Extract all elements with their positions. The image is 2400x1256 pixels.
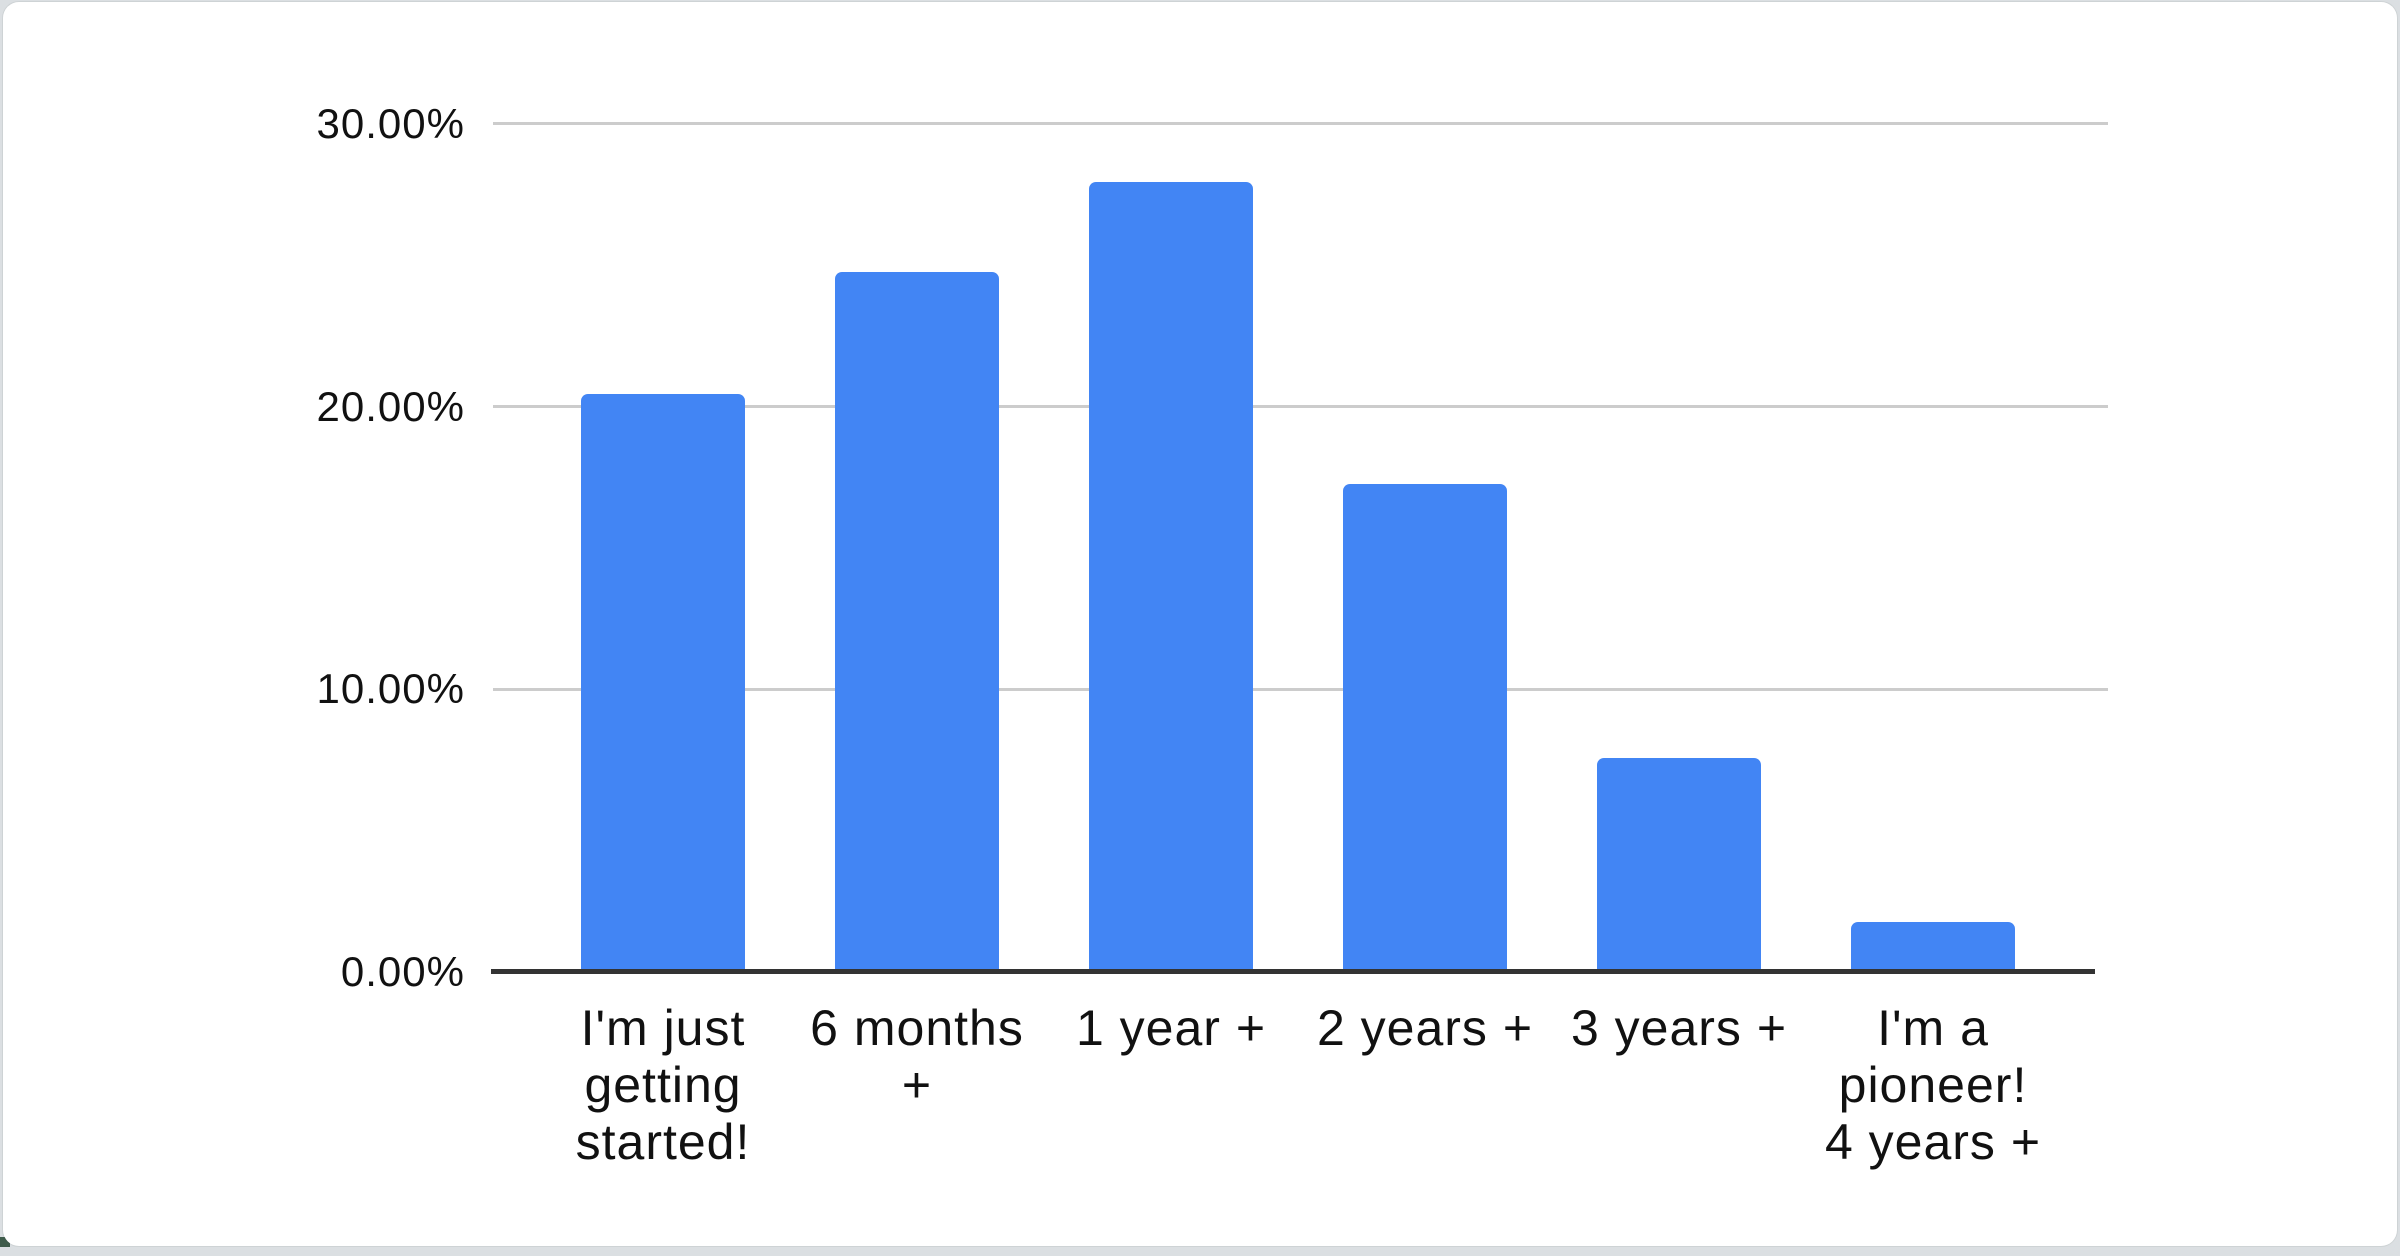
bar-3 — [1089, 181, 1253, 973]
bar-5 — [1597, 758, 1761, 973]
x-axis-category-label: 1 year + — [1044, 1000, 1298, 1057]
y-axis-tick-label: 0.00% — [340, 948, 465, 995]
x-axis-category-label-line: I'm a — [1877, 1000, 1989, 1056]
x-axis-line — [491, 969, 2095, 974]
x-axis-category-label-line: getting — [584, 1057, 742, 1113]
x-axis-category-label-line: + — [901, 1057, 933, 1113]
x-axis-category-label-line: 4 years + — [1824, 1114, 2042, 1170]
x-axis-category-label-line: 3 years + — [1570, 1000, 1788, 1056]
y-axis-tick-label: 30.00% — [316, 99, 465, 147]
y-axis-tick-label: 10.00% — [316, 665, 465, 713]
page-corner-accent — [0, 1237, 10, 1247]
bar-2 — [835, 271, 999, 973]
bar-chart: 0.00% 10.00% 20.00% 30.00% I'm just getting s… — [3, 2, 2397, 1246]
x-axis-category-label: 2 years + — [1298, 1000, 1552, 1057]
x-axis-category-label: 3 years + — [1552, 1000, 1806, 1057]
x-axis-category-label-line: 6 months — [810, 1000, 1024, 1056]
x-axis-category-label: I'm a pioneer! 4 years + — [1806, 1000, 2060, 1171]
x-axis-category-label-line: I'm just — [580, 1000, 746, 1056]
x-axis-category-label: 6 months + — [790, 1000, 1044, 1114]
x-axis-category-label-line: started! — [575, 1114, 751, 1170]
bar-1 — [581, 393, 745, 973]
bar-6 — [1851, 922, 2015, 973]
x-axis-category-label-line: 1 year + — [1075, 1000, 1267, 1056]
bar-4 — [1343, 483, 1507, 973]
chart-card: 0.00% 10.00% 20.00% 30.00% I'm just getting s… — [3, 2, 2397, 1246]
x-axis-category-label: I'm just getting started! — [536, 1000, 790, 1171]
gridline-30 — [493, 122, 2108, 126]
gridline-10 — [493, 687, 2108, 691]
x-axis-category-label-line: pioneer! — [1838, 1057, 2028, 1113]
gridline-20 — [493, 405, 2108, 409]
x-axis-category-label-line: 2 years + — [1316, 1000, 1534, 1056]
y-axis-tick-label: 20.00% — [316, 382, 465, 430]
